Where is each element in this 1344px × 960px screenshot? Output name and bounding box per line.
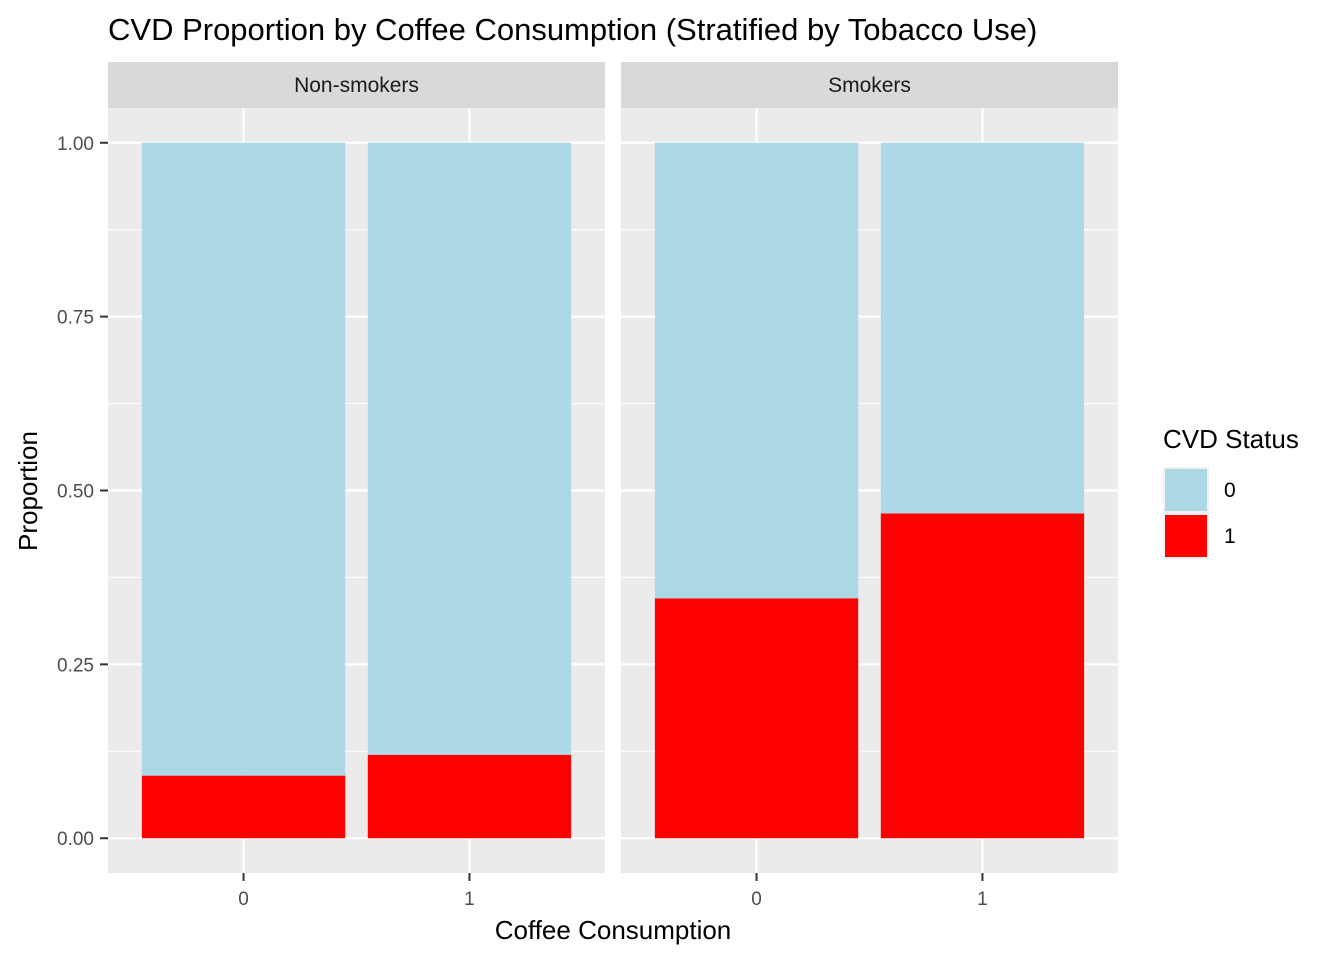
legend: CVD Status 01: [1163, 424, 1299, 559]
y-axis: 0.00 0.25 0.50 0.75 1.00: [57, 134, 108, 850]
bar-smokers-1-status-1: [880, 513, 1085, 839]
bar-smokers-1-status-0: [880, 142, 1085, 514]
legend-title: CVD Status: [1163, 424, 1299, 454]
x-tick-label: 0: [238, 889, 249, 910]
bar-non-smokers-0-status-1: [141, 775, 346, 839]
bar-non-smokers-1-status-1: [367, 754, 572, 839]
x-tick-label: 1: [977, 889, 988, 910]
panel-1: Smokers: [621, 62, 1118, 873]
x-axis-title: Coffee Consumption: [495, 915, 732, 945]
chart-title: CVD Proportion by Coffee Consumption (St…: [108, 12, 1037, 47]
y-tick-label: 0.25: [57, 655, 94, 676]
legend-label-0: 0: [1224, 479, 1236, 502]
bar-non-smokers-0-status-0: [141, 142, 346, 776]
x-axis: 0 1 0 1: [238, 873, 988, 910]
panel-strip-label: Non-smokers: [294, 74, 419, 97]
legend-key-1: [1165, 515, 1207, 557]
y-tick-label: 0.75: [57, 308, 94, 329]
x-tick-label: 0: [751, 889, 762, 910]
legend-key-0: [1165, 469, 1207, 511]
y-tick-label: 0.50: [57, 482, 94, 503]
panel-strip-label: Smokers: [828, 74, 911, 97]
y-tick-label: 0.00: [57, 829, 94, 850]
bar-smokers-0-status-1: [654, 598, 859, 839]
legend-label-1: 1: [1224, 525, 1236, 548]
panel-strip: [621, 62, 1118, 108]
bar-smokers-0-status-0: [654, 142, 859, 599]
panel-0: Non-smokers: [108, 62, 605, 873]
panel-strip: [108, 62, 605, 108]
panels: Non-smokers Smokers: [108, 62, 1118, 873]
bar-non-smokers-1-status-0: [367, 142, 572, 755]
y-tick-label: 1.00: [57, 134, 94, 155]
y-axis-title: Proportion: [13, 431, 43, 551]
x-tick-label: 1: [464, 889, 475, 910]
legend-items: 01: [1163, 467, 1236, 559]
